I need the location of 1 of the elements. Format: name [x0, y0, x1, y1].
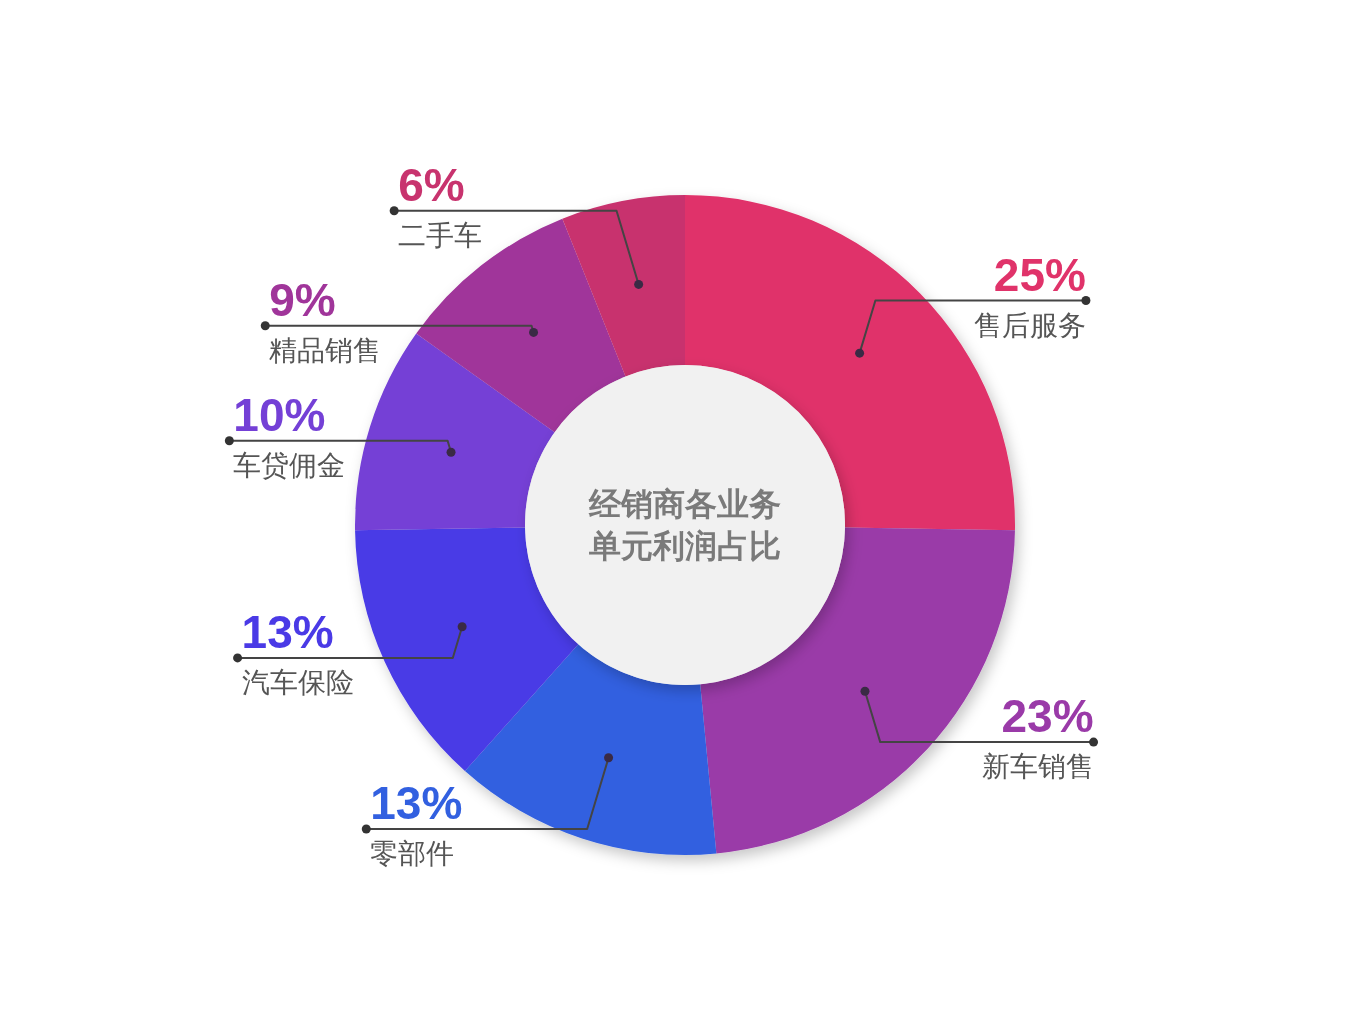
title: 经销商各业务单元利润占比 — [589, 486, 781, 564]
